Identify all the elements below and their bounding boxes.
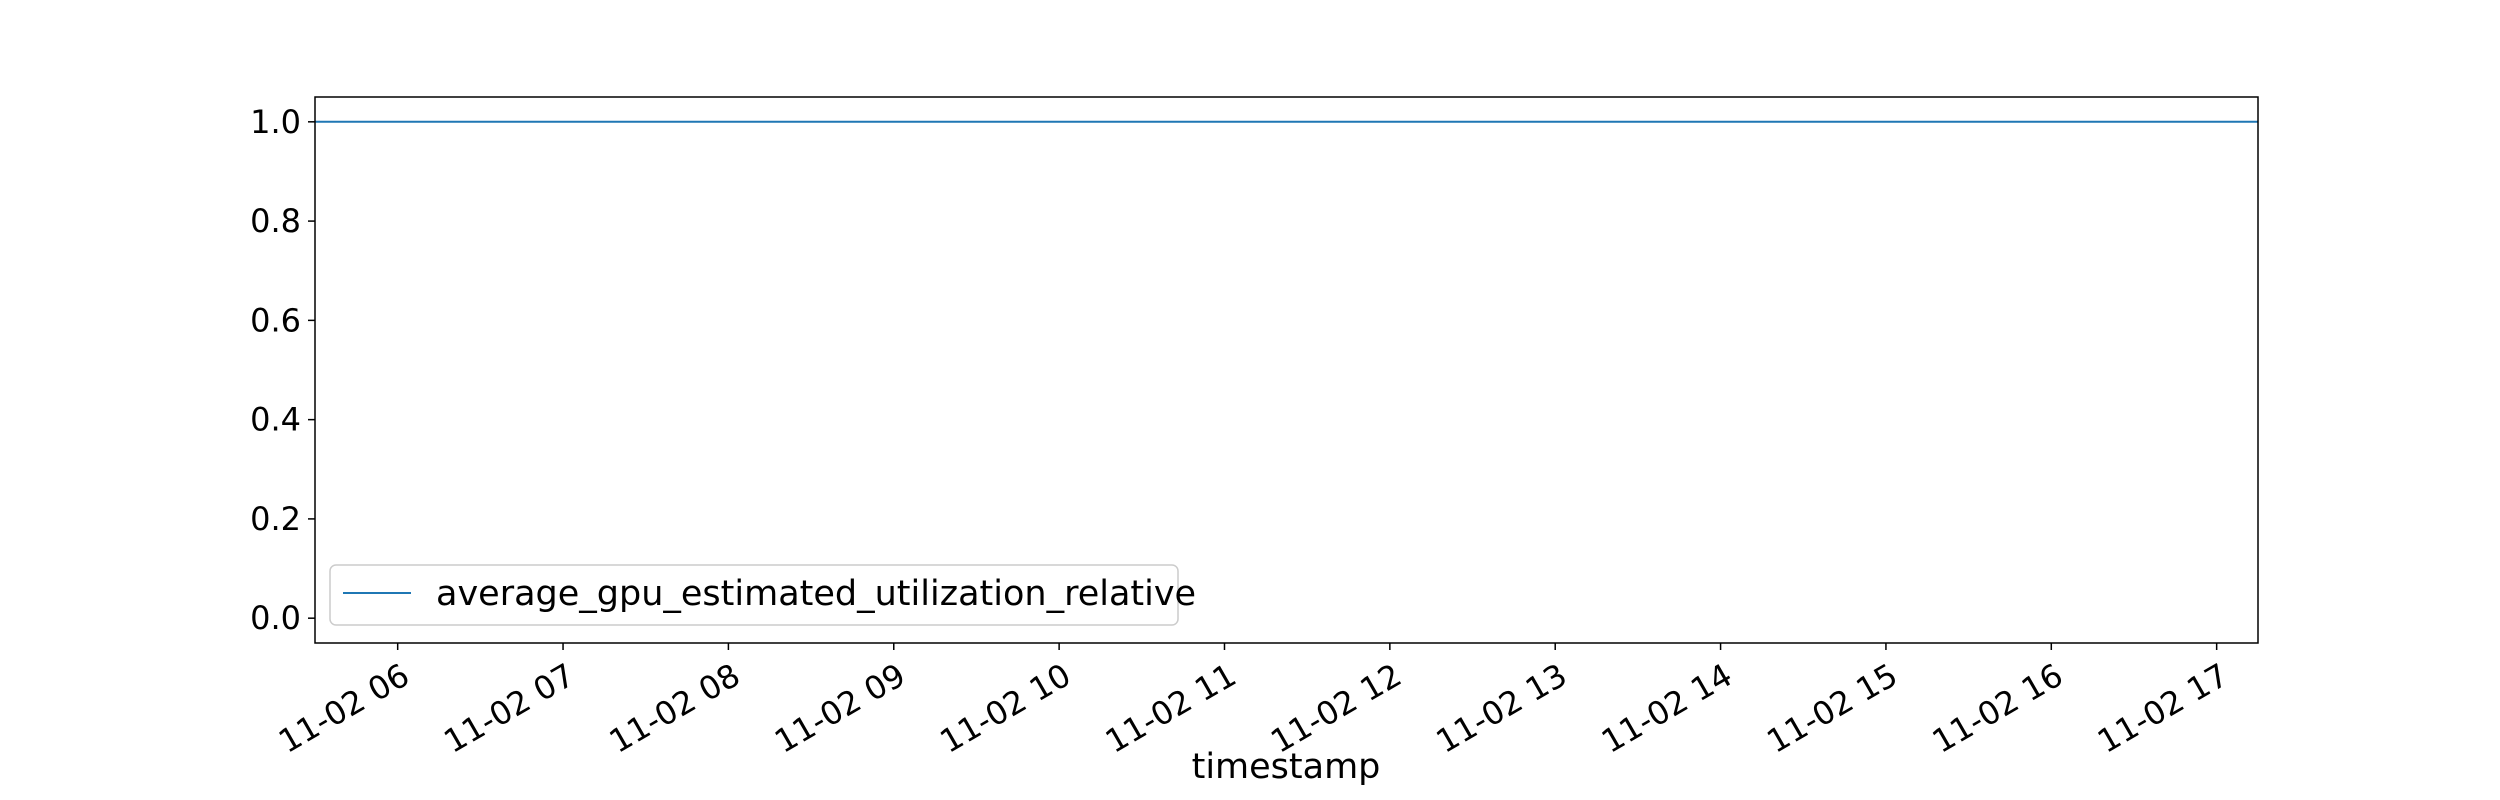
y-tick-label: 1.0 [250,103,301,141]
x-axis: 11-02 06 11-02 07 11-02 08 11-02 09 11-02 10… [272,643,2235,761]
x-tick-label: 11-02 09 [768,656,912,761]
x-tick-label: 11-02 13 [1430,656,1574,761]
legend-entry: average_gpu_estimated_utilization_relati… [436,574,1196,614]
legend: average_gpu_estimated_utilization_relati… [329,564,1196,626]
x-tick-label: 11-02 07 [437,656,581,761]
y-tick-label: 0.4 [250,401,301,439]
y-tick-label: 0.0 [250,599,301,637]
y-tick-label: 0.2 [250,500,301,538]
legend-box [329,564,1179,626]
x-tick-label: 11-02 16 [1926,656,2070,761]
y-tick-label: 0.6 [250,301,301,339]
x-tick-label: 11-02 17 [2091,656,2235,761]
y-axis: 0.0 0.2 0.4 0.6 0.8 1.0 [250,103,315,637]
x-tick-label: 11-02 10 [934,656,1078,761]
x-tick-label: 11-02 12 [1264,656,1408,761]
x-tick-label: 11-02 11 [1099,656,1243,761]
y-tick-label: 0.8 [250,202,301,240]
plot-frame [314,96,2259,644]
x-tick-label: 11-02 15 [1760,656,1904,761]
x-axis-label: timestamp [1192,747,1381,787]
plot-background [315,97,2258,643]
x-tick-label: 11-02 08 [603,656,747,761]
x-tick-label: 11-02 06 [272,656,416,761]
x-tick-label: 11-02 14 [1595,656,1739,761]
